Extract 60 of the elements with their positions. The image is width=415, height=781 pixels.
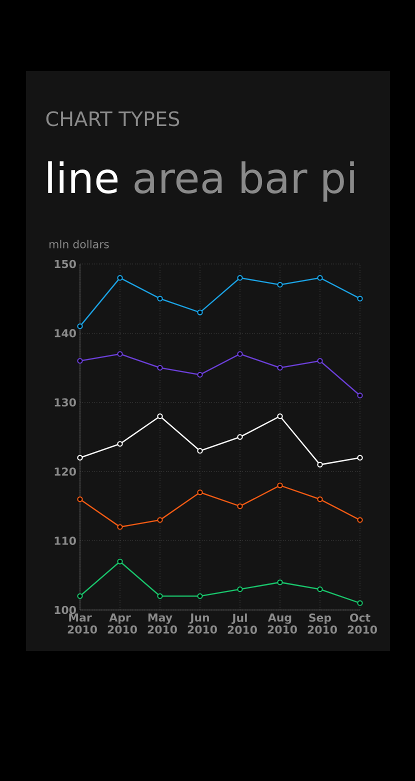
point [197,593,203,600]
point [277,482,283,488]
point [237,503,243,510]
point [237,351,243,357]
y-tick-label: 110 [54,536,76,545]
chart-subtitle: line [48,161,118,194]
point [277,364,283,371]
point [77,496,83,502]
point [157,413,163,420]
point [237,434,243,440]
y-axis-title: mln dollars [50,240,109,248]
text: bar [242,161,308,194]
y-tick-label: 130 [54,398,76,407]
x-tick-label: Jun 2010 [188,614,217,634]
point [317,274,323,281]
point [237,274,243,281]
x-tick-label: Jul 2010 [228,614,257,634]
point [277,413,283,420]
x-tick-label: Mar 2010 [68,614,97,634]
x-tick-label: Apr 2010 [108,614,137,634]
point [157,296,163,302]
x-tick-label: Aug 2010 [268,614,297,634]
point [117,351,123,357]
point [317,358,323,364]
point [117,524,123,530]
point [197,490,203,496]
point [357,600,363,606]
chart-title: CHART TYPES [46,111,180,126]
x-tick-label: May 2010 [148,614,177,634]
point [317,586,323,592]
point [117,441,123,447]
point [277,579,283,586]
point [157,517,163,523]
point [357,454,363,461]
x-tick-label: Sep 2010 [308,614,337,634]
x-tick-label: Oct 2010 [348,614,377,634]
y-tick-label: 140 [54,329,76,338]
text: area [134,170,222,194]
point [157,593,163,600]
point [277,282,283,288]
point [357,392,363,398]
text: pi [323,161,354,202]
point [77,593,83,600]
y-tick-label: 150 [54,260,76,268]
point [157,364,163,371]
point [197,372,203,378]
point [357,296,363,302]
point [117,558,123,564]
point [197,310,203,316]
point [237,586,243,592]
point [197,448,203,454]
point [117,274,123,281]
point [357,517,363,523]
y-tick-label: 120 [54,467,76,476]
y-tick-label: 100 [54,606,76,614]
point [317,462,323,468]
point [317,496,323,502]
point [77,323,83,330]
point [77,358,83,364]
point [77,454,83,461]
